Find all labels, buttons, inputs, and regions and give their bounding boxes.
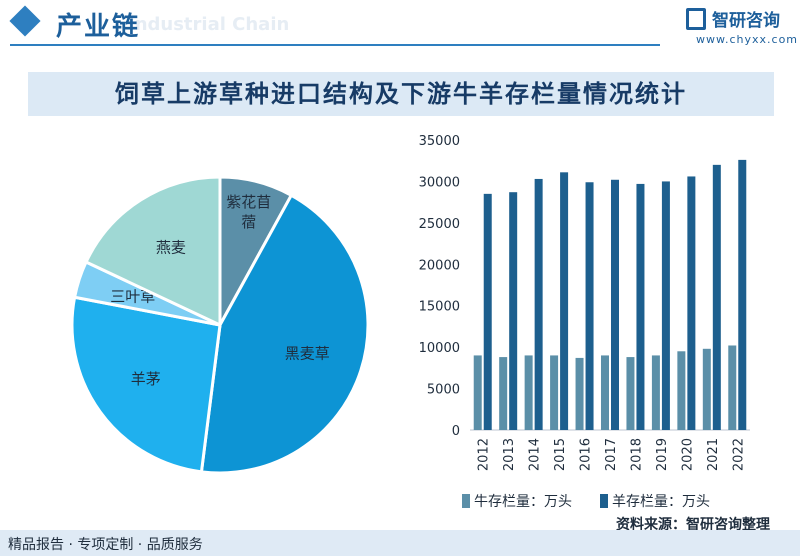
bar-1-2019 xyxy=(661,181,670,430)
bar-0-2012 xyxy=(473,355,482,430)
y-tick-label-0: 0 xyxy=(452,424,460,439)
x-tick-label-2014: 2014 xyxy=(528,438,543,471)
bar-0-2017 xyxy=(601,355,609,430)
bar-0-2013 xyxy=(499,357,508,430)
bar-1-2020 xyxy=(687,176,696,430)
page-title: 产业链 xyxy=(56,12,141,42)
x-tick-label-2018: 2018 xyxy=(629,438,644,471)
x-tick-label-2015: 2015 xyxy=(553,438,568,471)
bar-0-2019 xyxy=(651,355,660,430)
legend-label-1: 羊存栏量：万头 xyxy=(612,494,710,510)
y-tick-label-4: 20000 xyxy=(419,258,460,273)
bar-1-2013 xyxy=(509,192,518,430)
source-label: 资料来源： xyxy=(616,517,686,533)
footer-bar: 精品报告 · 专项定制 · 品质服务 xyxy=(0,530,800,556)
bar-0-2016 xyxy=(575,357,584,430)
x-tick-label-2017: 2017 xyxy=(604,438,619,471)
bar-0-2014 xyxy=(524,355,533,430)
header-divider xyxy=(10,44,660,46)
bar-0-2015 xyxy=(550,355,559,430)
x-tick-label-2022: 2022 xyxy=(731,438,746,471)
brand-logo: 智研咨询 www.chyxx.com xyxy=(686,4,799,48)
source-name: 智研咨询整理 xyxy=(686,517,770,533)
y-tick-label-7: 35000 xyxy=(419,134,460,149)
pie-label-3: 三叶草 xyxy=(110,288,155,306)
y-tick-label-1: 5000 xyxy=(427,383,460,398)
x-tick-label-2016: 2016 xyxy=(579,438,594,471)
legend-swatch-0 xyxy=(462,494,470,508)
bar-0-2021 xyxy=(702,348,711,430)
x-tick-label-2021: 2021 xyxy=(706,438,721,471)
logo-mark-icon xyxy=(686,8,706,30)
header: Industrial Chain 产业链 智研咨询 www.chyxx.com xyxy=(0,0,800,48)
logo-name: 智研咨询 xyxy=(712,11,780,31)
y-tick-label-5: 25000 xyxy=(419,217,460,232)
bar-1-2021 xyxy=(712,164,721,430)
bar-1-2022 xyxy=(738,159,747,430)
x-tick-label-2012: 2012 xyxy=(477,438,492,471)
y-tick-label-3: 15000 xyxy=(419,300,460,315)
bar-1-2012 xyxy=(483,193,492,430)
bar-0-2020 xyxy=(677,351,686,430)
legend-label-0: 牛存栏量：万头 xyxy=(474,494,572,510)
pie-label-0: 紫花苜蓿 xyxy=(226,193,271,231)
x-tick-label-2013: 2013 xyxy=(502,438,517,471)
bar-0-2022 xyxy=(728,345,737,430)
pie-label-2: 羊茅 xyxy=(131,370,161,388)
pie-label-4: 燕麦 xyxy=(156,239,186,257)
x-tick-label-2019: 2019 xyxy=(655,438,670,471)
bar-1-2017 xyxy=(611,179,619,430)
bar-1-2018 xyxy=(636,183,645,430)
x-tick-label-2020: 2020 xyxy=(680,438,695,471)
chart-title: 饲草上游草种进口结构及下游牛羊存栏量情况统计 xyxy=(115,80,687,108)
header-watermark: Industrial Chain xyxy=(128,14,290,35)
bar-1-2014 xyxy=(534,178,543,430)
pie-label-1: 黑麦草 xyxy=(285,344,330,362)
y-tick-label-6: 30000 xyxy=(419,175,460,190)
logo-url: www.chyxx.com xyxy=(696,33,799,46)
footer-text: 精品报告 · 专项定制 · 品质服务 xyxy=(8,537,203,553)
y-tick-label-2: 10000 xyxy=(419,341,460,356)
legend-swatch-1 xyxy=(600,494,608,508)
pie-slice-2 xyxy=(70,295,222,474)
bar-1-2015 xyxy=(560,172,569,431)
bar-1-2016 xyxy=(585,182,594,430)
pie-slice-1 xyxy=(199,193,370,475)
source-note: 资料来源：智研咨询整理 xyxy=(616,514,770,534)
pie-slice-4 xyxy=(84,175,222,328)
bar-chart: 0 5000 10000 15000 20000 25000 30000 35000 2012 2… xyxy=(419,134,750,510)
chart-title-banner: 饲草上游草种进口结构及下游牛羊存栏量情况统计 xyxy=(28,72,774,116)
bar-0-2018 xyxy=(626,357,635,430)
